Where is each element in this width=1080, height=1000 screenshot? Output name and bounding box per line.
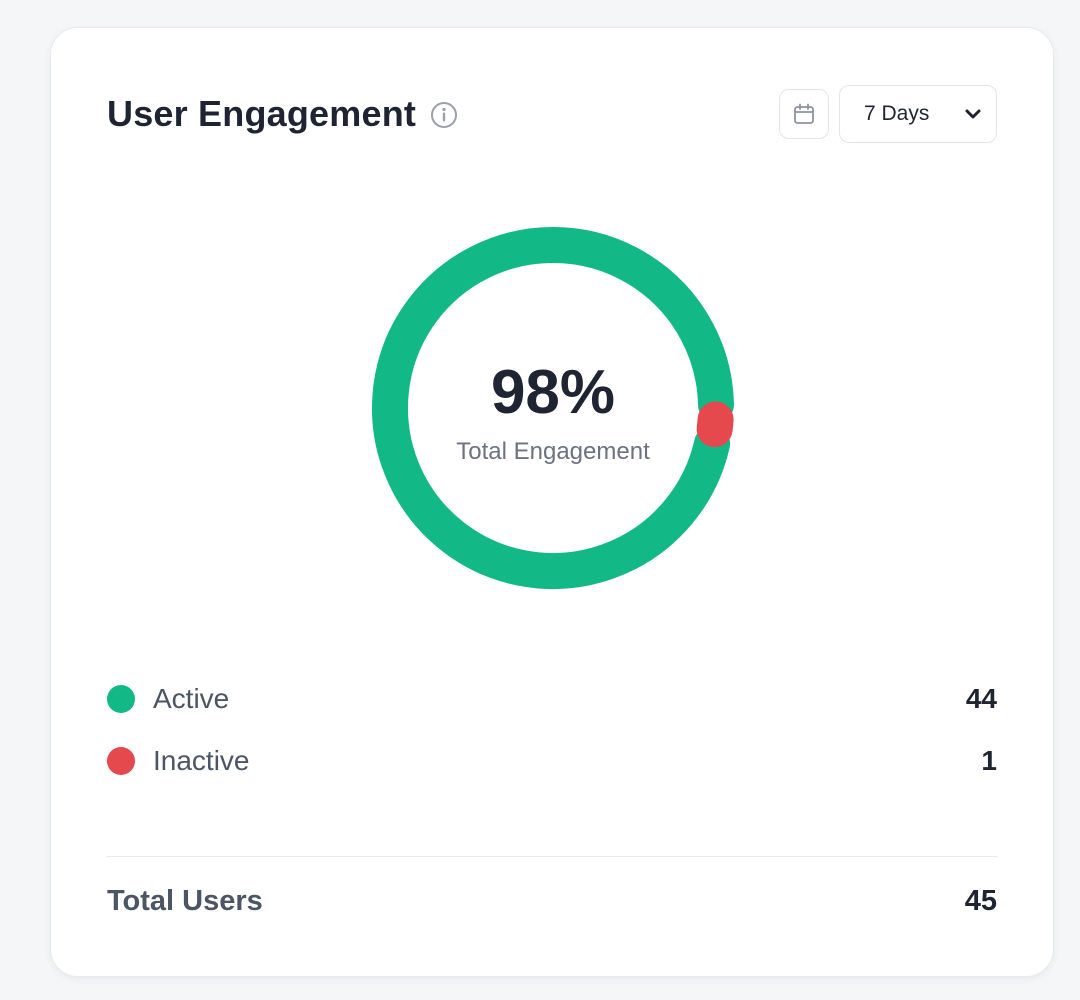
donut-slice-active[interactable]: [372, 227, 734, 589]
calendar-button[interactable]: [779, 89, 829, 139]
engagement-donut-chart: 98% Total Engagement: [371, 226, 735, 590]
card-title: User Engagement: [107, 93, 417, 134]
legend-row-active: Active 44: [107, 668, 997, 730]
legend-value-active: 44: [965, 683, 997, 714]
engagement-percentage: 98%: [490, 358, 616, 427]
donut-center: 98% Total Engagement: [371, 226, 735, 590]
donut-slice-inactive[interactable]: [696, 401, 734, 448]
title-group: User Engagement: [107, 93, 458, 135]
legend-label-active: Active: [153, 683, 230, 714]
card-header: User Engagement 7 Days: [107, 84, 997, 144]
date-range-value: 7 Days: [864, 102, 930, 125]
engagement-label: Total Engagement: [456, 438, 650, 465]
total-users-row: Total Users 45: [107, 873, 997, 929]
legend-item-inactive: Inactive: [107, 745, 250, 777]
legend-label-inactive: Inactive: [153, 745, 250, 776]
donut-svg: [372, 227, 734, 589]
date-range-select[interactable]: 7 Days: [839, 85, 997, 143]
legend-value-inactive: 1: [981, 745, 997, 776]
chart-legend: Active 44 Inactive 1: [107, 668, 997, 792]
legend-dot-active: [107, 685, 135, 713]
total-users-label: Total Users: [107, 884, 263, 917]
chevron-down-icon: [962, 103, 984, 125]
info-icon-graphic: [431, 102, 458, 128]
legend-dot-inactive: [107, 747, 135, 775]
user-engagement-card: User Engagement 7 Days: [50, 27, 1054, 977]
divider: [107, 856, 997, 857]
legend-row-inactive: Inactive 1: [107, 730, 997, 792]
total-users-value: 45: [964, 884, 997, 917]
info-icon[interactable]: [430, 101, 458, 129]
header-controls: 7 Days: [779, 85, 997, 143]
legend-item-active: Active: [107, 683, 229, 715]
calendar-icon: [794, 103, 814, 124]
